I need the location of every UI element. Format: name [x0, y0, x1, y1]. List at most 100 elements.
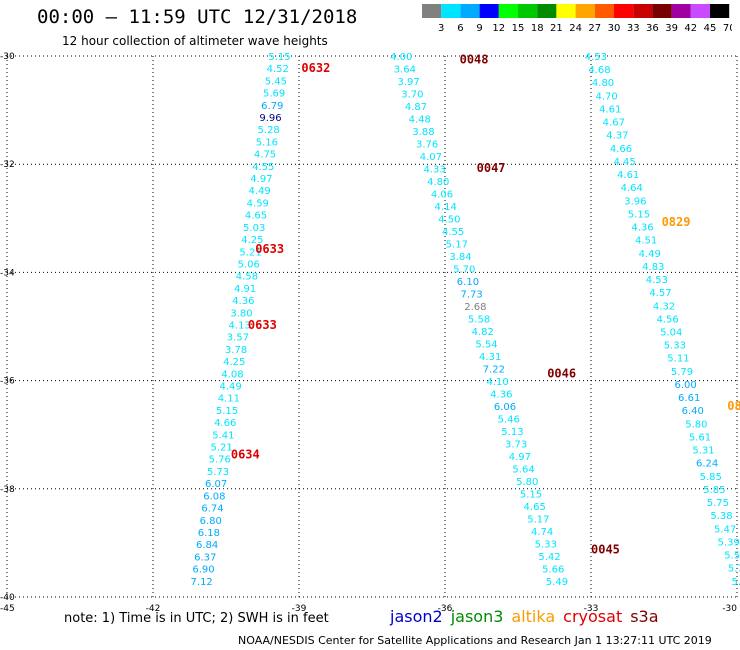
color-scale-label: 18	[531, 23, 544, 34]
wave-height-label: 3.76	[416, 139, 438, 150]
wave-height-label: 3.64	[394, 64, 416, 75]
color-scale-label: 6	[457, 23, 463, 34]
wave-height-label: 2.68	[464, 302, 486, 313]
wave-height-label: 6.00	[674, 380, 696, 391]
pass-time-label: 0045	[591, 542, 620, 556]
wave-height-label: 4.36	[490, 389, 512, 400]
wave-height-label: 5.11	[667, 354, 689, 365]
y-tick-label: -36	[0, 377, 15, 387]
wave-height-label: 6.90	[192, 565, 214, 576]
wave-height-label: 4.55	[252, 162, 274, 173]
wave-height-label: 5.28	[258, 125, 280, 136]
color-swatch	[422, 4, 442, 18]
wave-height-label: 5.38	[710, 511, 732, 522]
wave-height-label: 6.61	[678, 393, 700, 404]
wave-height-label: 3.73	[505, 439, 527, 450]
wave-height-label: 6.06	[494, 402, 516, 413]
color-scale-label: 45	[704, 23, 717, 34]
wave-height-label: 4.48	[409, 114, 431, 125]
color-scale-legend: 36912151821242730333639424570(ft)	[422, 4, 732, 34]
wave-height-label: 3.88	[412, 127, 434, 138]
color-swatch	[671, 4, 691, 18]
color-swatch	[441, 4, 461, 18]
wave-height-label: 4.50	[438, 214, 460, 225]
wave-height-label: 4.49	[248, 186, 270, 197]
wave-height-label: 4.56	[657, 314, 679, 325]
wave-height-label: 5.15	[628, 209, 650, 220]
wave-height-label: 4.66	[610, 144, 632, 155]
wave-height-label: 7.22	[483, 364, 505, 375]
wave-height-label: 6.74	[201, 504, 223, 515]
wave-height-label: 7.73	[461, 289, 483, 300]
wave-height-label: 5.16	[256, 137, 278, 148]
color-swatch	[575, 4, 595, 18]
pass-time-label: 0828	[727, 399, 740, 413]
wave-height-label: 4.45	[613, 157, 635, 168]
wave-height-label: 4.52	[267, 64, 289, 75]
wave-height-label: 4.53	[585, 52, 607, 63]
wave-height-label: 4.25	[223, 357, 245, 368]
color-scale-label: (ft)	[731, 23, 732, 34]
wave-height-label: 4.91	[234, 284, 256, 295]
wave-height-label: 4.87	[405, 102, 427, 113]
wave-height-label: 5.49	[546, 577, 568, 588]
color-scale-label: 39	[665, 23, 678, 34]
wave-height-label: 5.04	[660, 328, 682, 339]
wave-height-label: 4.61	[599, 104, 621, 115]
color-scale-label: 9	[476, 23, 482, 34]
wave-height-label: 6.18	[198, 528, 220, 539]
wave-height-label: 5.47	[714, 524, 736, 535]
pass-time-label: 0632	[301, 61, 330, 75]
y-tick-label: -30	[0, 52, 15, 62]
wave-height-label: 4.59	[247, 198, 269, 209]
color-swatch	[690, 4, 710, 18]
wave-height-label: 4.36	[631, 223, 653, 234]
color-scale-label: 30	[608, 23, 621, 34]
wave-height-label: 4.58	[236, 272, 258, 283]
wave-height-label: 4.83	[642, 262, 664, 273]
wave-height-label: 4.49	[639, 249, 661, 260]
color-swatch	[614, 4, 634, 18]
wave-height-label: 5.15	[268, 52, 290, 63]
wave-height-label: 6.10	[457, 277, 479, 288]
pass-time-label: 0633	[248, 318, 277, 332]
legend-entry-jason3: jason3	[450, 607, 504, 626]
wave-height-label: 6.80	[200, 516, 222, 527]
x-tick-label: -45	[0, 604, 15, 614]
wave-height-label: 6.40	[682, 406, 704, 417]
y-tick-label: -38	[0, 485, 15, 495]
legend-entry-jason2: jason2	[390, 607, 443, 626]
wave-height-label: 5.66	[542, 564, 564, 575]
wave-height-label: 5.70	[453, 264, 475, 275]
wave-height-label: 7.12	[191, 577, 213, 588]
wave-height-label: 4.65	[245, 211, 267, 222]
wave-height-label: 3.78	[225, 345, 247, 356]
wave-height-label: 5.5	[724, 551, 740, 562]
wave-height-label: 5.61	[689, 432, 711, 443]
wave-height-label: 4.53	[646, 275, 668, 286]
color-scale-label: 12	[492, 23, 505, 34]
wave-height-label: 4.70	[596, 91, 618, 102]
color-swatch	[710, 4, 730, 18]
wave-height-label: 5.15	[520, 489, 542, 500]
wave-height-label: 5.79	[671, 367, 693, 378]
wave-height-label: 4.66	[214, 418, 236, 429]
wave-height-label: 4.49	[220, 382, 242, 393]
wave-height-label: 5.73	[207, 467, 229, 478]
wave-height-label: 4.57	[649, 288, 671, 299]
wave-height-label: 4.08	[221, 369, 243, 380]
wave-height-label: 5.39	[718, 537, 740, 548]
wave-height-label: 5.58	[468, 314, 490, 325]
wave-height-label: 9.96	[259, 113, 281, 124]
wave-height-label: 5.80	[685, 419, 707, 430]
wave-height-label: 5.75	[707, 498, 729, 509]
wave-height-label: 5.31	[692, 446, 714, 457]
x-tick-label: -30	[722, 604, 737, 614]
color-swatch	[498, 4, 518, 18]
legend-entry-s3a: s3a	[630, 607, 659, 626]
pass-time-label: 0829	[662, 215, 691, 229]
x-tick-label: -33	[584, 604, 599, 614]
wave-height-label: 3.57	[227, 333, 249, 344]
wave-height-label: 5.33	[535, 539, 557, 550]
wave-height-label: 4.10	[486, 377, 508, 388]
